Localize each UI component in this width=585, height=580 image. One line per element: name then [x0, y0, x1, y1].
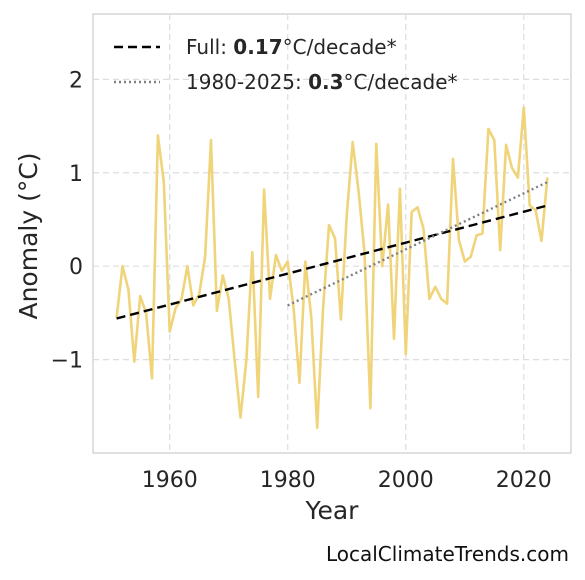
y-axis-title: Anomaly (°C)	[14, 152, 43, 319]
grid	[93, 14, 571, 453]
x-tick-label: 1980	[260, 468, 316, 493]
legend-recent-suffix: °C/decade*	[344, 70, 458, 94]
y-tick-label: 1	[69, 162, 83, 187]
x-tick-label: 2000	[378, 468, 434, 493]
legend-full-suffix: °C/decade*	[283, 35, 397, 59]
x-tick-label: 2020	[496, 468, 552, 493]
x-axis-title: Year	[305, 496, 360, 525]
legend-full-prefix: Full:	[186, 35, 233, 59]
legend: Full: 0.17°C/decade* 1980-2025: 0.3°C/de…	[114, 35, 458, 94]
y-tick-label: −1	[51, 349, 83, 374]
anomaly-series-line	[115, 106, 549, 430]
legend-label-recent: 1980-2025: 0.3°C/decade*	[186, 70, 458, 94]
legend-full-value: 0.17	[233, 35, 282, 59]
legend-recent-value: 0.3	[308, 70, 343, 94]
y-tick-label: 0	[69, 255, 83, 280]
ticks: 1960 1980 2000 2020 −1 0 1 2	[51, 68, 552, 493]
legend-recent-prefix: 1980-2025:	[186, 70, 308, 94]
y-tick-label: 2	[69, 68, 83, 93]
series-lines	[115, 106, 549, 430]
legend-label-full: Full: 0.17°C/decade*	[186, 35, 397, 59]
source-credit: LocalClimateTrends.com	[325, 542, 569, 566]
full-trend-line	[116, 204, 548, 320]
x-tick-label: 1960	[142, 468, 198, 493]
